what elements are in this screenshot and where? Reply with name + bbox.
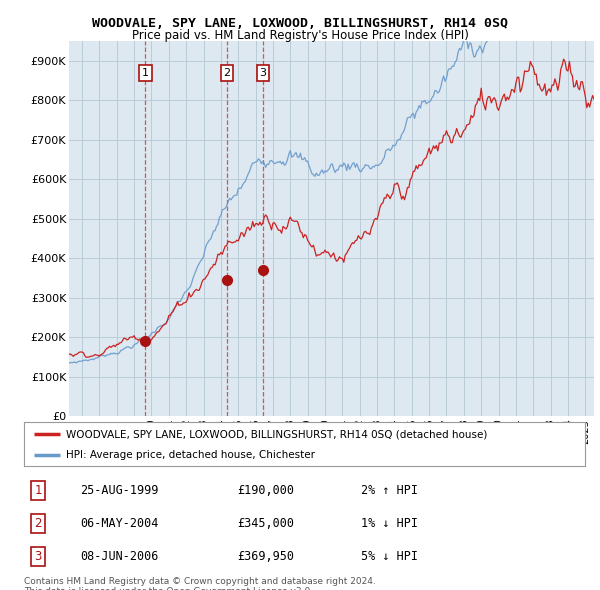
Text: 2% ↑ HPI: 2% ↑ HPI [361, 484, 418, 497]
Text: 25-AUG-1999: 25-AUG-1999 [80, 484, 158, 497]
Text: £369,950: £369,950 [237, 550, 294, 563]
Text: £345,000: £345,000 [237, 517, 294, 530]
Text: HPI: Average price, detached house, Chichester: HPI: Average price, detached house, Chic… [66, 450, 315, 460]
Text: £190,000: £190,000 [237, 484, 294, 497]
Text: 2: 2 [34, 517, 42, 530]
Text: 2: 2 [223, 68, 230, 78]
Text: 1: 1 [34, 484, 42, 497]
Text: 3: 3 [260, 68, 266, 78]
Text: 08-JUN-2006: 08-JUN-2006 [80, 550, 158, 563]
Text: 5% ↓ HPI: 5% ↓ HPI [361, 550, 418, 563]
Text: WOODVALE, SPY LANE, LOXWOOD, BILLINGSHURST, RH14 0SQ: WOODVALE, SPY LANE, LOXWOOD, BILLINGSHUR… [92, 17, 508, 30]
Text: 06-MAY-2004: 06-MAY-2004 [80, 517, 158, 530]
Text: 3: 3 [34, 550, 42, 563]
Text: Contains HM Land Registry data © Crown copyright and database right 2024.
This d: Contains HM Land Registry data © Crown c… [24, 577, 376, 590]
Text: 1% ↓ HPI: 1% ↓ HPI [361, 517, 418, 530]
Text: WOODVALE, SPY LANE, LOXWOOD, BILLINGSHURST, RH14 0SQ (detached house): WOODVALE, SPY LANE, LOXWOOD, BILLINGSHUR… [66, 430, 487, 439]
Text: Price paid vs. HM Land Registry's House Price Index (HPI): Price paid vs. HM Land Registry's House … [131, 30, 469, 42]
Text: 1: 1 [142, 68, 149, 78]
